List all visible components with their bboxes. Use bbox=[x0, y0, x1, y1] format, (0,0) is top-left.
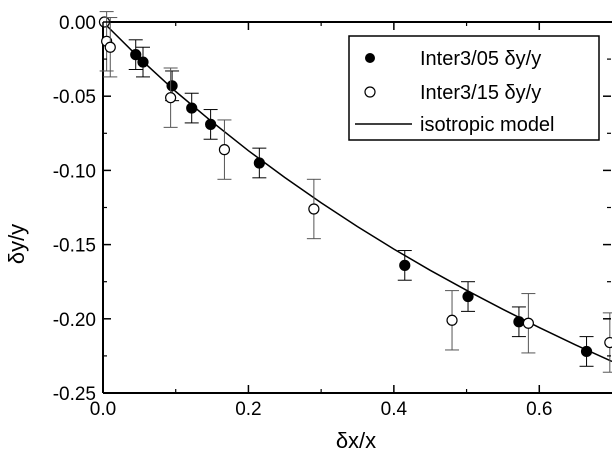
filled-point-1 bbox=[137, 56, 149, 68]
legend-label-series-1: Inter3/05 δy/y bbox=[420, 48, 541, 70]
plot-content bbox=[98, 11, 612, 373]
open-point-3 bbox=[165, 92, 177, 104]
axis-ticks bbox=[102, 21, 611, 394]
x-tick-label-2: 0.4 bbox=[381, 399, 408, 420]
y-tick-label-3: -0.15 bbox=[53, 236, 96, 257]
filled-point-2 bbox=[166, 80, 178, 92]
open-point-2 bbox=[104, 41, 116, 53]
filled-point-9 bbox=[580, 345, 593, 358]
open-point-6 bbox=[446, 314, 458, 326]
y-tick-label-4: -0.20 bbox=[53, 310, 96, 331]
legend-label-series-2: Inter3/15 δy/y bbox=[420, 82, 541, 104]
filled-point-3 bbox=[186, 102, 198, 114]
open-point-5 bbox=[308, 203, 320, 215]
x-tick-label-0: 0.0 bbox=[90, 399, 116, 420]
legend-box bbox=[348, 35, 600, 141]
x-axis-title: δx/x bbox=[336, 428, 376, 453]
y-axis-title: δy/y bbox=[4, 224, 29, 264]
legend: Inter3/05 δy/y Inter3/15 δy/y isotropic … bbox=[348, 35, 600, 141]
filled-point-6 bbox=[399, 259, 411, 271]
filled-point-8 bbox=[513, 316, 525, 328]
filled-point-5 bbox=[253, 157, 265, 169]
x-tick-label-1: 0.2 bbox=[235, 399, 261, 420]
filled-point-7 bbox=[462, 290, 474, 303]
legend-marker-filled bbox=[365, 53, 375, 63]
legend-marker-open bbox=[364, 86, 376, 98]
x-tick-label-3: 0.6 bbox=[526, 399, 552, 420]
open-point-7 bbox=[522, 317, 534, 329]
tick-labels: 0.0 0.2 0.4 0.6 0.00 -0.05 -0.10 -0.15 -0.20 -0.2… bbox=[53, 13, 553, 420]
filled-point-4 bbox=[205, 118, 217, 130]
y-tick-label-5: -0.25 bbox=[53, 384, 96, 405]
open-point-8 bbox=[604, 336, 612, 349]
filled-point-0 bbox=[130, 49, 142, 61]
y-tick-label-1: -0.05 bbox=[53, 87, 96, 108]
y-tick-label-2: -0.10 bbox=[53, 161, 96, 182]
open-point-4 bbox=[218, 144, 231, 156]
legend-label-series-3: isotropic model bbox=[420, 114, 555, 136]
y-tick-label-0: 0.00 bbox=[59, 13, 96, 34]
